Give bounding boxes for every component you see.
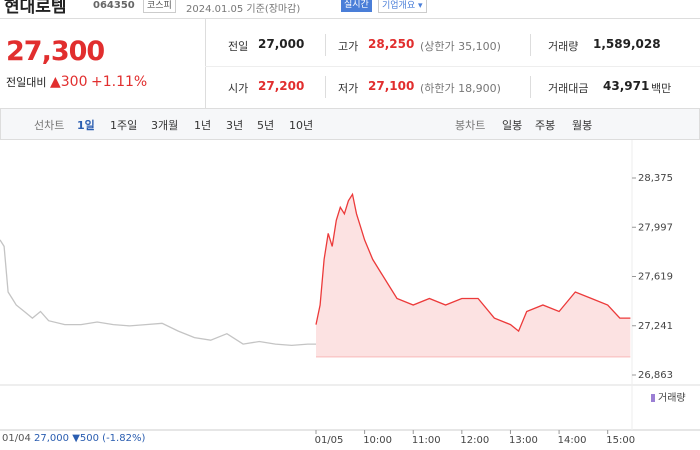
candle-chart-label: 봉차트: [455, 119, 486, 132]
change-row: 전일대비 ▲300 +1.11%: [6, 74, 147, 90]
overview-button[interactable]: 기업개요 ▾: [378, 0, 427, 13]
summary-note: (상한가 35,100): [420, 40, 501, 53]
summary-label: 거래대금: [548, 82, 589, 95]
period-tab[interactable]: 10년: [289, 119, 314, 132]
line: [0, 239, 316, 347]
summary-value: 27,000: [258, 37, 305, 51]
x-tick-label: 11:00: [412, 435, 441, 446]
summary-value: 27,100: [368, 79, 415, 93]
realtime-button[interactable]: 실시간: [341, 0, 372, 12]
x-tick-label: 13:00: [509, 435, 538, 446]
summary-value: 43,971: [603, 79, 650, 93]
x-tick-label: 10:00: [363, 435, 392, 446]
prev-change: ▼500: [72, 433, 99, 444]
candle-tab[interactable]: 월봉: [572, 119, 593, 132]
market-badge: 코스피: [143, 0, 176, 13]
change-label: 전일대비: [6, 76, 47, 89]
divider: [205, 18, 206, 108]
divider: [205, 66, 700, 67]
y-tick-label: 26,863: [638, 370, 673, 381]
divider: [325, 34, 326, 56]
summary-value: 27,200: [258, 79, 305, 93]
stock-code: 064350: [93, 0, 135, 11]
tab-bar: [0, 108, 700, 140]
divider: [530, 34, 531, 56]
candle-tab[interactable]: 주봉: [535, 119, 556, 132]
divider: [325, 76, 326, 98]
x-tick-label: 14:00: [558, 435, 587, 446]
period-tab[interactable]: 3개월: [151, 119, 179, 132]
period-tab[interactable]: 1일: [77, 119, 95, 132]
period-tab[interactable]: 1년: [194, 119, 212, 132]
area: [316, 194, 631, 357]
y-tick-label: 27,997: [638, 222, 673, 233]
summary-label: 전일: [228, 40, 249, 53]
period-tab[interactable]: 5년: [257, 119, 275, 132]
prev-day: 01/04 27,000 ▼500 (-1.82%): [2, 433, 145, 444]
prev-rate: (-1.82%): [102, 433, 146, 444]
x-tick-label: 12:00: [460, 435, 489, 446]
summary-label: 고가: [338, 40, 359, 53]
x-tick-label: 15:00: [606, 435, 635, 446]
y-tick-label: 28,375: [638, 173, 673, 184]
date: 2024.01.05 기준(장마감): [186, 4, 301, 15]
summary-label: 저가: [338, 82, 359, 95]
divider: [0, 18, 700, 19]
summary-unit: 백만: [651, 82, 672, 95]
period-tab[interactable]: 1주일: [110, 119, 138, 132]
line: [315, 192, 631, 333]
current-price: 27,300: [6, 36, 105, 67]
summary-value: 1,589,028: [593, 37, 661, 51]
stock-name: 현대로템: [4, 0, 67, 17]
chart: 26,863 27,241 27,619 27,997 28,375 01/05 10:00…: [0, 140, 700, 446]
y-tick-label: 27,619: [638, 272, 673, 283]
change-rate: +1.11%: [90, 74, 148, 90]
y-tick-label: 27,241: [638, 321, 673, 332]
summary-value: 28,250: [368, 37, 415, 51]
summary-label: 시가: [228, 82, 249, 95]
change: ▲300: [49, 74, 88, 90]
prev-date: 01/04: [2, 433, 31, 444]
line-chart-label: 선차트: [34, 119, 65, 132]
summary-label: 거래량: [548, 40, 579, 53]
x-tick-label: 01/05: [315, 435, 344, 446]
prev-price: 27,000: [34, 433, 70, 444]
divider: [530, 76, 531, 98]
candle-tab[interactable]: 일봉: [502, 119, 523, 132]
summary-note: (하한가 18,900): [420, 82, 501, 95]
period-tab[interactable]: 3년: [226, 119, 244, 132]
volume-label: 거래량: [658, 392, 686, 404]
volume-legend: [651, 394, 655, 402]
